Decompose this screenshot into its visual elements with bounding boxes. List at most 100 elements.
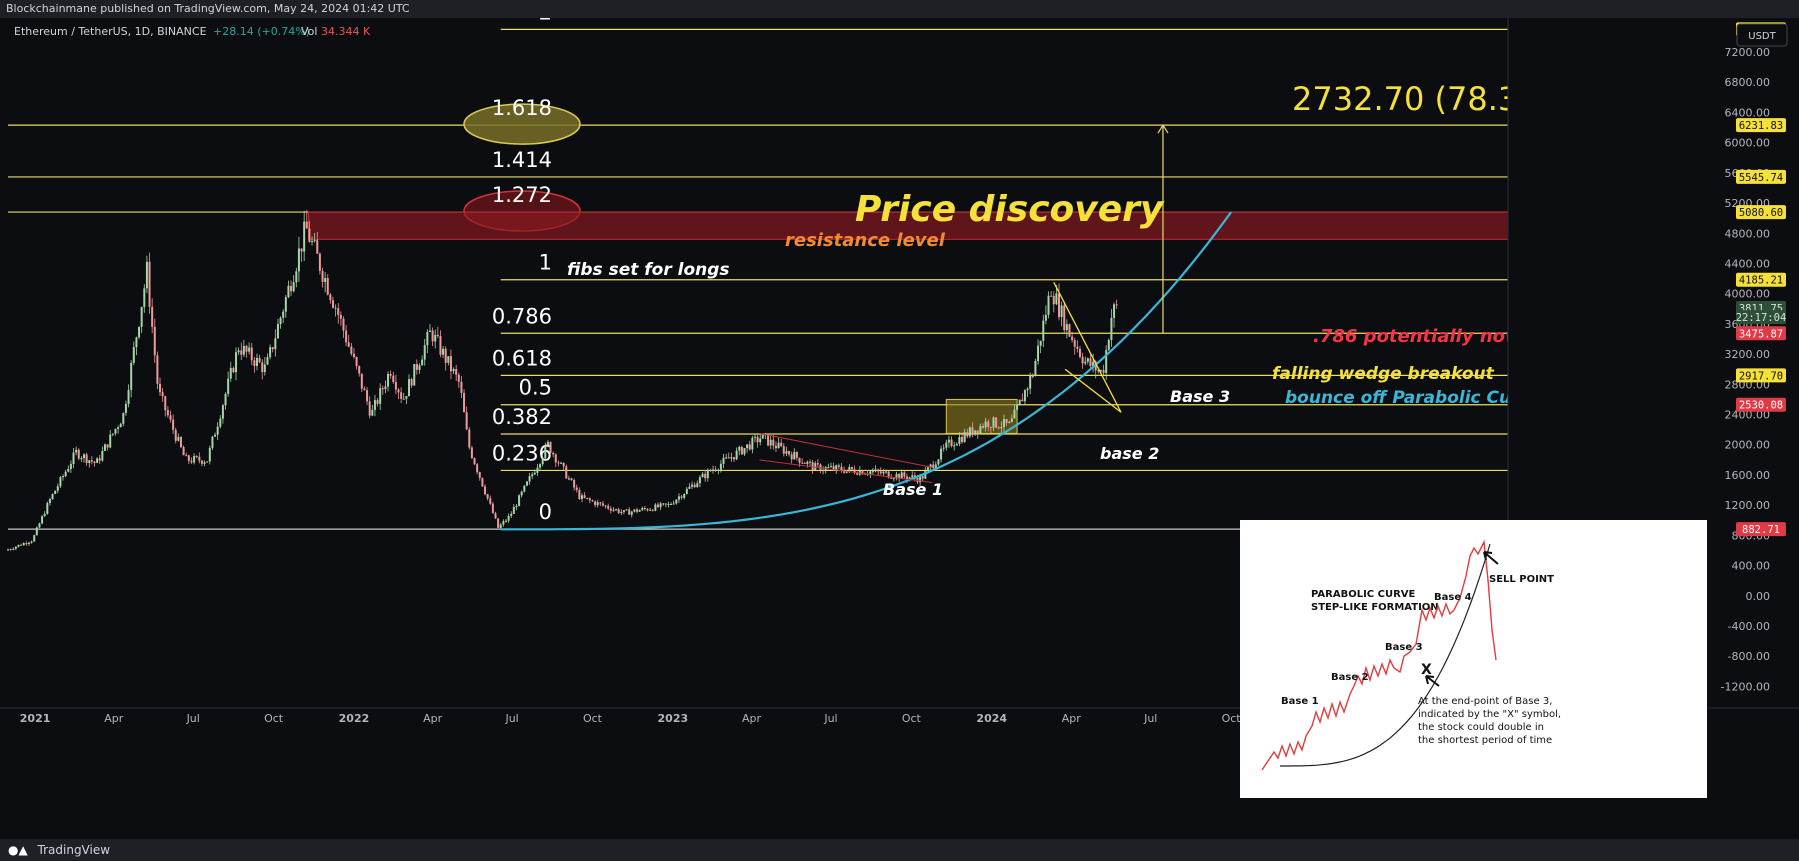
- candle-body: [932, 464, 935, 468]
- candle-body: [59, 477, 62, 487]
- candle-body: [816, 463, 819, 465]
- volume-value: 34.344 K: [321, 25, 371, 38]
- candle-body: [1021, 399, 1024, 402]
- candle-body: [119, 423, 122, 428]
- fib-highlight-ellipse: [463, 103, 581, 145]
- candle-body: [98, 458, 101, 461]
- candle-body: [848, 466, 851, 470]
- candle-body: [48, 499, 51, 504]
- candle-body: [570, 478, 573, 481]
- candle-body: [599, 502, 602, 504]
- y-tick-label: 2000.00: [1725, 439, 1771, 452]
- candle-body: [704, 473, 707, 479]
- candle-body: [418, 365, 421, 370]
- candle-body: [546, 441, 549, 446]
- candle-body: [326, 278, 329, 295]
- symbol-name: Ethereum / TetherUS, 1D, BINANCE: [14, 25, 207, 38]
- price-tag: [1736, 326, 1786, 341]
- candle-body: [790, 454, 793, 460]
- candle-body: [360, 373, 363, 389]
- candle-body: [510, 513, 513, 516]
- candle-body: [499, 524, 502, 528]
- candle-body: [27, 542, 30, 544]
- currency-button[interactable]: [1736, 23, 1788, 47]
- candle-body: [224, 393, 227, 406]
- candle-body: [905, 476, 908, 480]
- candle-body: [287, 285, 290, 298]
- candle-body: [138, 326, 141, 338]
- base1-channel-top: [759, 432, 933, 468]
- candle-body: [56, 486, 59, 491]
- candle-body: [651, 509, 654, 511]
- candle-body: [261, 362, 264, 373]
- candle-body: [898, 473, 901, 479]
- y-tick-label: 1200.00: [1725, 499, 1771, 512]
- candle-body: [976, 430, 979, 434]
- candle-body: [72, 452, 75, 464]
- candle-body: [481, 477, 484, 487]
- candle-body: [539, 464, 542, 468]
- inset-base2: Base 2: [1331, 672, 1369, 683]
- candle-body: [1097, 370, 1100, 372]
- y-tick-label: 6000.00: [1725, 137, 1771, 150]
- candle-body: [408, 379, 411, 397]
- candle-body: [468, 429, 471, 448]
- candle-body: [541, 458, 544, 465]
- candle-body: [992, 417, 995, 428]
- base1-channel-bottom: [759, 459, 933, 484]
- candle-body: [321, 270, 324, 282]
- candle-body: [484, 486, 487, 495]
- candle-body: [832, 466, 835, 470]
- candle-body: [489, 498, 492, 504]
- inset-base4: Base 4: [1434, 592, 1472, 603]
- base2-box: [945, 398, 1018, 434]
- candle-body: [290, 285, 293, 292]
- candle-body: [339, 314, 342, 319]
- candle-body: [911, 475, 914, 478]
- price-chart[interactable]: 21.6181.4141.27210.7860.6180.50.3820.236…: [0, 18, 1799, 839]
- candle-body: [512, 507, 515, 514]
- candle-body: [255, 357, 258, 366]
- candle-body: [235, 352, 238, 373]
- candle-body: [431, 330, 434, 342]
- x-tick-label: 2022: [339, 712, 370, 725]
- candle-body: [381, 388, 384, 390]
- candle-body: [258, 357, 261, 363]
- candle-body: [926, 467, 929, 471]
- candle-body: [934, 464, 937, 468]
- candle-body: [103, 444, 106, 451]
- resistance-label: resistance level: [785, 230, 946, 251]
- candle-body: [696, 483, 699, 488]
- fib-level-label: 0.618: [492, 346, 552, 370]
- candle-body: [683, 493, 686, 498]
- candle-body: [140, 306, 143, 327]
- candle-body: [900, 472, 903, 479]
- inset-curve: [1280, 543, 1491, 767]
- candle-body: [604, 505, 607, 507]
- candle-body: [882, 471, 885, 474]
- candle-body: [373, 400, 376, 410]
- candle-body: [753, 436, 756, 438]
- candle-body: [85, 454, 88, 463]
- candle-body: [942, 447, 945, 449]
- candle-body: [135, 337, 138, 348]
- candle-body: [1002, 419, 1005, 428]
- candle-body: [271, 347, 274, 350]
- candle-body: [963, 432, 966, 443]
- candle-body: [552, 452, 555, 455]
- price-change: +28.14 (+0.74%): [213, 25, 310, 38]
- candle-body: [376, 400, 379, 404]
- candle-body: [549, 441, 552, 453]
- candle-body: [981, 425, 984, 428]
- candle-body: [908, 477, 911, 480]
- candle-body: [971, 427, 974, 435]
- candle-body: [1029, 375, 1032, 389]
- candle-body: [1099, 370, 1102, 372]
- candle-body: [793, 452, 796, 460]
- candle-body: [366, 390, 369, 402]
- candle-body: [761, 434, 764, 439]
- candle-body: [436, 334, 439, 337]
- candle-body: [1026, 388, 1029, 391]
- candle-body: [463, 392, 466, 413]
